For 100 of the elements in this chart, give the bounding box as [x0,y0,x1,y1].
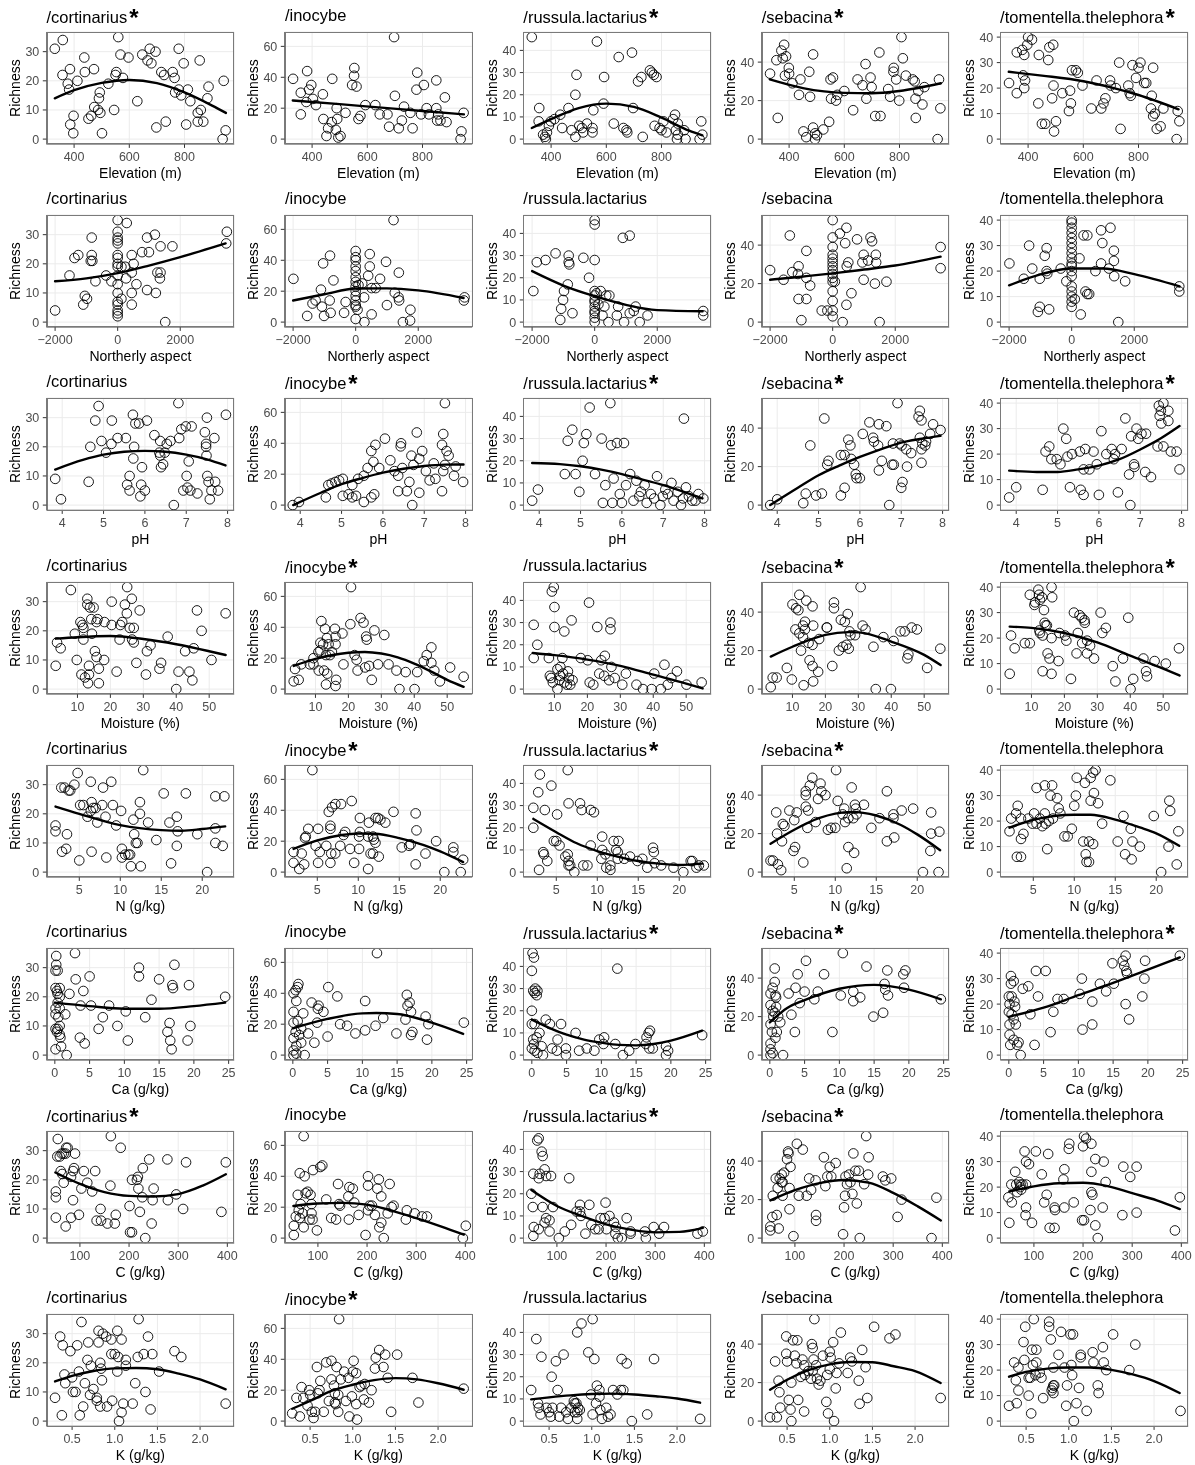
point [393,470,404,482]
point [1011,47,1022,58]
point [593,1034,605,1045]
point [1086,1019,1098,1030]
point [651,471,663,482]
point [1076,1024,1088,1035]
y-tick-label: 0 [32,132,40,147]
point [165,857,177,869]
point [812,986,824,997]
point [354,843,365,854]
point [792,1335,803,1346]
point [1012,1362,1024,1374]
point [74,799,86,811]
point [1032,991,1043,1002]
point [116,293,127,305]
x-axis-title: Elevation (m) [337,164,420,181]
chart-title: /russula.lactarius [523,555,648,574]
point [147,1349,158,1360]
point [672,118,683,129]
point [527,822,539,833]
point [1066,243,1077,254]
point [626,47,638,58]
point [822,1408,834,1420]
point [527,948,538,959]
y-tick-label: 20 [25,807,40,822]
point [600,848,611,860]
point [916,444,927,455]
point [1075,484,1086,496]
y-axis-title: Richness [722,975,739,1033]
point [790,623,801,635]
point [842,1368,854,1379]
point [1066,271,1077,282]
point [1043,304,1054,315]
y-tick-label: 40 [263,70,278,85]
x-tick-label: 300 [1121,1248,1143,1263]
point [115,805,127,816]
point [366,309,378,320]
chart-title: /russula.lactarius [523,8,648,26]
x-tick-label: 10 [547,699,562,714]
point [546,1371,557,1383]
point [596,831,608,842]
point [143,247,155,258]
point [351,654,363,665]
point [1129,1339,1141,1351]
point [194,55,205,66]
point [400,666,412,677]
y-tick-label: 20 [502,820,517,835]
point [838,1229,849,1240]
point [164,817,175,828]
point [438,429,449,440]
point [112,215,123,226]
point [78,299,89,311]
text: * [348,736,358,764]
point [349,1197,360,1208]
point [349,62,360,74]
point [779,70,791,81]
point [917,99,928,110]
point [1112,487,1123,498]
point [343,489,355,500]
point [602,317,614,328]
y-tick-label: 40 [978,30,993,45]
x-axis-title: C (g/kg) [592,1263,643,1280]
y-tick-label: 10 [25,103,40,118]
point [665,672,677,683]
point [618,317,630,328]
point [917,866,929,877]
point [583,596,595,608]
point [666,478,677,489]
y-tick-label: 40 [740,1337,755,1352]
point [839,482,851,494]
point [1004,668,1015,679]
point [593,1391,605,1403]
point [799,623,811,635]
point [1009,1001,1020,1012]
y-tick-label: 20 [502,1004,517,1019]
y-tick-label: 40 [978,1312,993,1327]
x-axis-title: Moisture (%) [339,714,419,731]
y-tick-label: 20 [263,1200,278,1215]
point [781,51,792,62]
point [1020,1179,1031,1190]
point [302,1400,314,1412]
point [810,1215,822,1227]
point [544,1226,555,1237]
point [603,674,615,686]
x-tick-label: 100 [546,1248,568,1263]
y-axis-title: Richness [6,59,23,117]
point [1051,454,1062,465]
point [604,864,616,875]
point [771,806,782,818]
point [1061,1380,1072,1392]
point [771,1026,783,1038]
point [562,279,573,290]
point [900,965,911,976]
point [146,58,157,69]
point [765,1044,776,1055]
point [1130,423,1142,435]
point [777,53,789,64]
y-axis-title: Richness [722,1158,739,1217]
point [310,840,322,851]
point [772,494,783,505]
